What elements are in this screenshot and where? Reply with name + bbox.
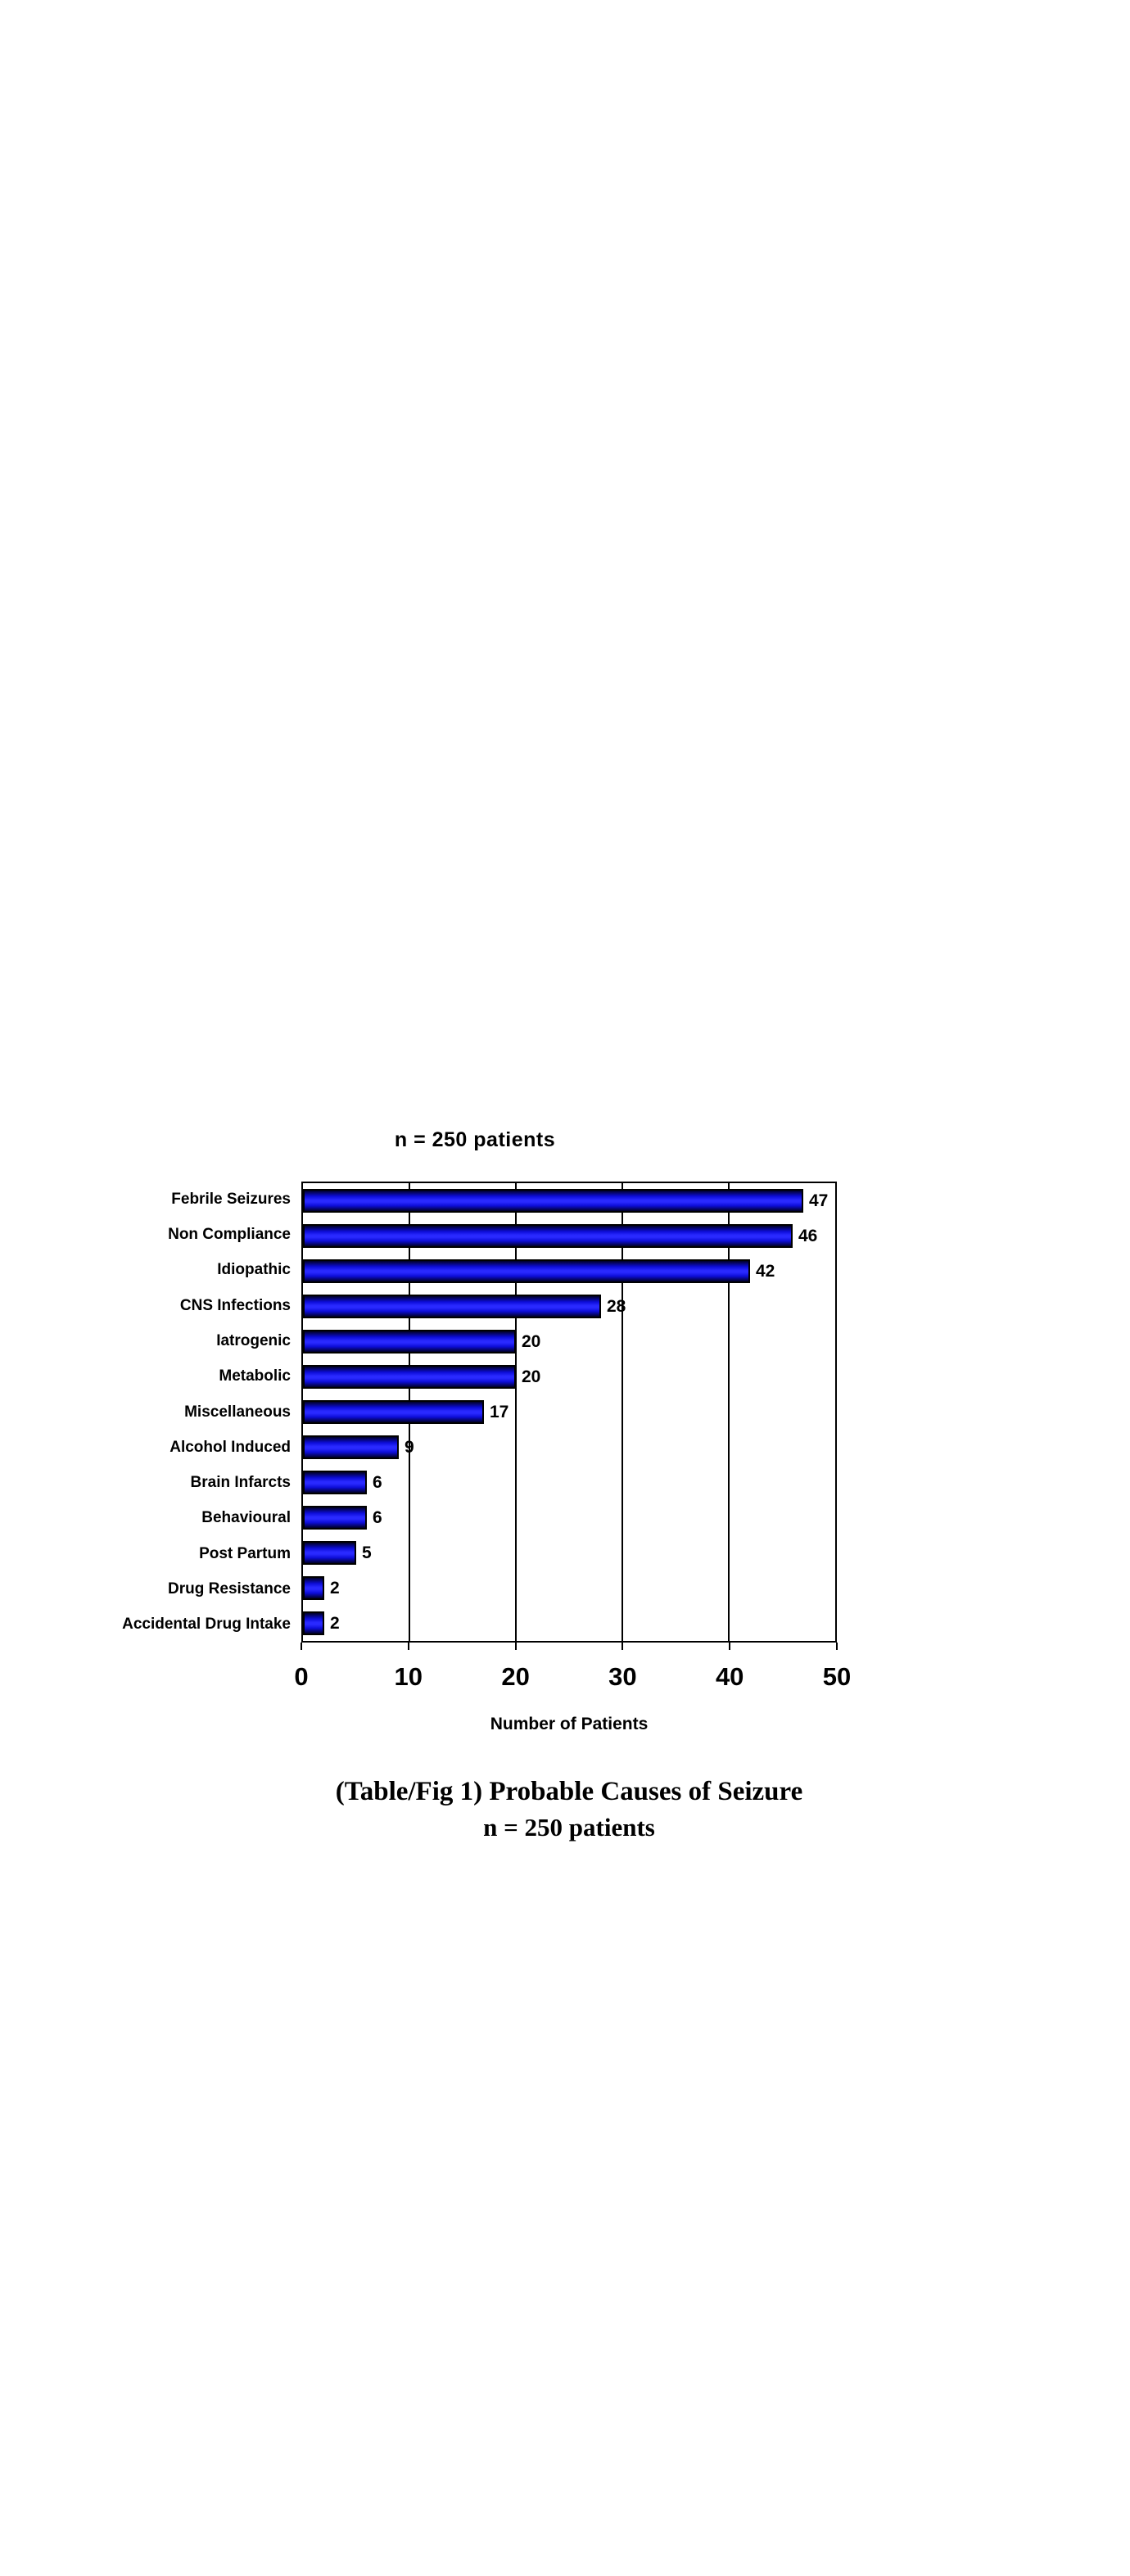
bar: [303, 1471, 367, 1494]
bar-row: 6: [303, 1465, 835, 1500]
bar-row: 5: [303, 1535, 835, 1570]
bar: [303, 1541, 356, 1565]
category-label: Drug Resistance: [168, 1580, 291, 1598]
axis-tick: [407, 1643, 409, 1650]
axis-tick: [622, 1643, 624, 1650]
bar-row: 2: [303, 1606, 835, 1641]
bar-value-label: 47: [809, 1191, 829, 1210]
figure-caption-line1: (Table/Fig 1) Probable Causes of Seizure: [335, 1777, 803, 1806]
bar-row: 9: [303, 1430, 835, 1465]
figure-caption: (Table/Fig 1) Probable Causes of Seizure…: [301, 1774, 837, 1844]
x-tick-label: 10: [394, 1662, 423, 1691]
bar-value-label: 42: [756, 1262, 775, 1281]
category-label: Accidental Drug Intake: [122, 1616, 291, 1634]
bar-row: 42: [303, 1254, 835, 1289]
bar-row: 46: [303, 1218, 835, 1254]
bar-value-label: 6: [373, 1508, 382, 1527]
bar-value-label: 20: [522, 1332, 541, 1351]
bar-chart-figure: n = 250 patients Febrile Seizures Non Com…: [113, 1128, 851, 1844]
x-tick-label: 20: [501, 1662, 530, 1691]
bar: [303, 1224, 793, 1248]
bar: [303, 1330, 516, 1354]
bar-value-label: 5: [362, 1543, 372, 1562]
bar-value-label: 2: [330, 1579, 340, 1598]
bar-value-label: 20: [522, 1367, 541, 1386]
category-label: Iatrogenic: [216, 1331, 291, 1349]
bar-row: 47: [303, 1183, 835, 1218]
bar: [303, 1576, 324, 1600]
bar: [303, 1611, 324, 1635]
gridline: [515, 1183, 517, 1641]
x-tick-label: 30: [608, 1662, 637, 1691]
chart-title: n = 250 patients: [394, 1128, 556, 1151]
bar-row: 20: [303, 1359, 835, 1394]
category-label: Febrile Seizures: [171, 1190, 291, 1208]
x-axis-title: Number of Patients: [490, 1715, 649, 1733]
category-label: Idiopathic: [217, 1261, 291, 1279]
bar: [303, 1400, 484, 1424]
x-axis-ticks: [301, 1643, 838, 1651]
chart-body: Febrile Seizures Non Compliance Idiopathic…: [113, 1182, 837, 1643]
category-label: CNS Infections: [179, 1296, 291, 1314]
axis-tick: [729, 1643, 731, 1650]
gridline: [728, 1183, 730, 1641]
bar: [303, 1189, 803, 1213]
figure-caption-line2: n = 250 patients: [483, 1812, 655, 1842]
bar-value-label: 6: [373, 1473, 382, 1492]
bar-row: 20: [303, 1324, 835, 1359]
bar-value-label: 17: [490, 1403, 509, 1421]
category-label: Behavioural: [201, 1509, 291, 1527]
category-axis: Febrile Seizures Non Compliance Idiopathic…: [113, 1182, 301, 1643]
x-axis-tick-labels: 0 10 20 30 40 50: [294, 1662, 851, 1695]
bar-row: 6: [303, 1500, 835, 1535]
bar: [303, 1295, 601, 1318]
axis-tick: [836, 1643, 838, 1650]
category-label: Alcohol Induced: [170, 1438, 291, 1456]
bar-row: 28: [303, 1289, 835, 1324]
x-tick-label: 0: [294, 1662, 309, 1691]
bar-value-label: 9: [405, 1438, 414, 1457]
bar-value-label: 2: [330, 1614, 340, 1633]
bar: [303, 1259, 750, 1283]
category-label: Metabolic: [219, 1367, 291, 1385]
bar-value-label: 46: [798, 1227, 818, 1245]
bar: [303, 1506, 367, 1530]
x-tick-label: 50: [822, 1662, 852, 1691]
bar-row: 2: [303, 1570, 835, 1606]
category-label: Brain Infarcts: [190, 1474, 291, 1492]
axis-tick: [301, 1643, 302, 1650]
category-label: Miscellaneous: [184, 1403, 291, 1421]
x-tick-label: 40: [715, 1662, 744, 1691]
category-label: Non Compliance: [168, 1225, 291, 1243]
axis-tick: [514, 1643, 517, 1650]
bar-value-label: 28: [607, 1297, 626, 1316]
category-label: Post Partum: [199, 1544, 291, 1562]
bar-row: 17: [303, 1394, 835, 1430]
gridline: [622, 1183, 623, 1641]
bar: [303, 1365, 516, 1389]
bar: [303, 1435, 399, 1459]
plot-area: 47 46 42 28 20 20 17 9 6 6 5 2 2: [301, 1182, 837, 1643]
